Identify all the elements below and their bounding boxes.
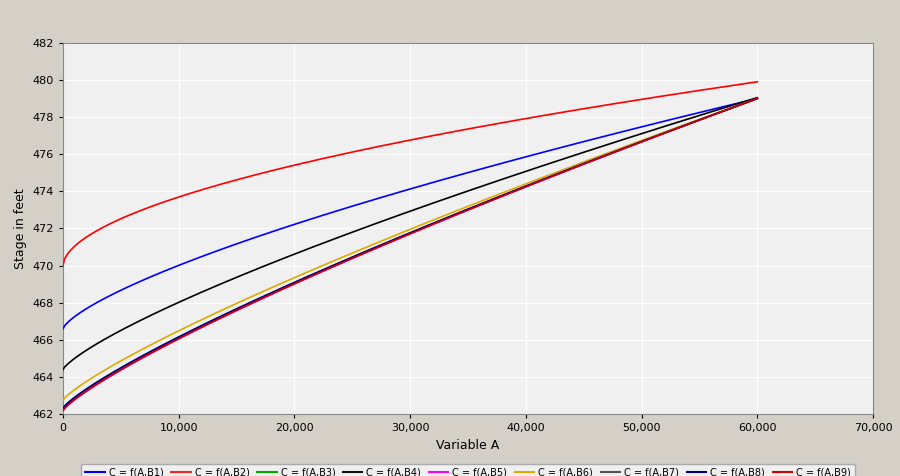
Y-axis label: Stage in feet: Stage in feet — [14, 188, 27, 269]
Legend: C = f(A,B1), C = f(A,B2), C = f(A,B3), C = f(A,B4), C = f(A,B5), C = f(A,B6), C : C = f(A,B1), C = f(A,B2), C = f(A,B3), C… — [81, 464, 855, 476]
X-axis label: Variable A: Variable A — [436, 439, 500, 452]
